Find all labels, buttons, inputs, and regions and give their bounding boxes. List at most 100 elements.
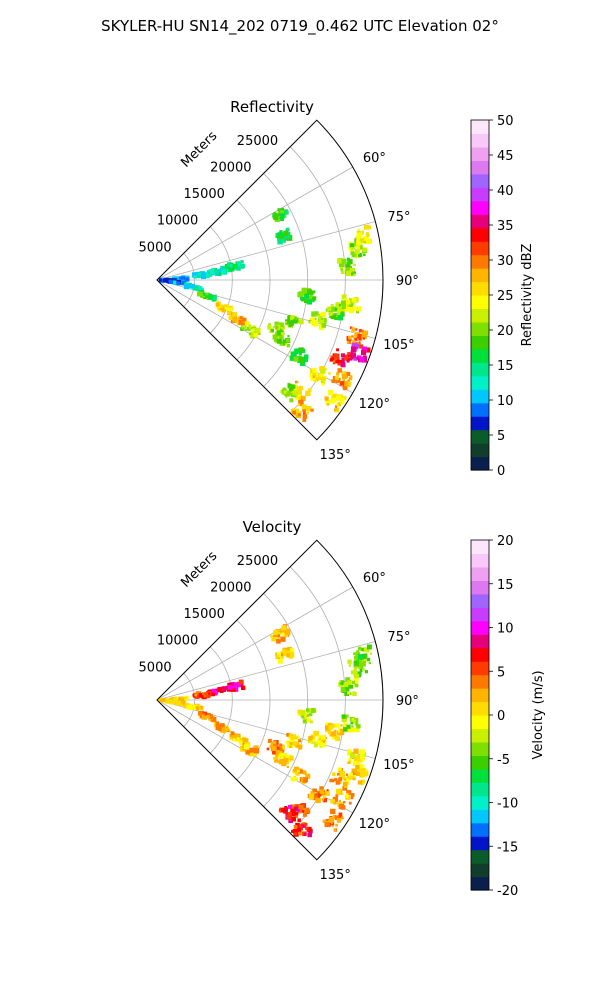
echo-gate (340, 805, 346, 810)
echo-gate (227, 310, 231, 315)
echo-gate (296, 381, 299, 384)
echo-cluster (341, 714, 361, 733)
echo-gate (332, 796, 338, 802)
colorbar-swatch (471, 822, 489, 837)
echo-cluster (183, 702, 204, 711)
echo-gate (241, 325, 246, 330)
echo-gate (348, 801, 352, 805)
echo-gate (345, 773, 349, 776)
echo-cluster (273, 749, 294, 769)
echo-gate (273, 757, 276, 760)
echo-gate (303, 299, 308, 304)
echo-gate (331, 357, 335, 360)
echo-gate (228, 307, 233, 312)
azimuth-spoke (156, 221, 376, 281)
colorbar-tick-label: 10 (497, 622, 514, 637)
echo-gate (341, 792, 344, 795)
echo-gate (347, 335, 352, 340)
echo-gate (320, 312, 327, 318)
echo-gate (294, 319, 298, 323)
echo-gate (312, 738, 316, 742)
echo-gate (193, 285, 199, 291)
echo-gate (162, 698, 166, 702)
echo-gate (275, 749, 280, 755)
echo-gate (296, 735, 300, 739)
echo-gate (243, 737, 247, 741)
echo-gate (321, 318, 327, 324)
echo-gate (220, 265, 226, 272)
echo-gate (228, 730, 231, 733)
echo-gate (204, 713, 208, 716)
echo-gate (318, 735, 324, 741)
echo-gate (289, 745, 292, 748)
colorbar-swatch (471, 241, 489, 256)
echo-gate (356, 357, 359, 360)
echo-gate (184, 702, 189, 707)
echo-gate (331, 394, 336, 399)
echo-gate (287, 812, 292, 817)
echo-gate (343, 777, 347, 781)
echo-gate (348, 760, 352, 764)
echo-gate (356, 650, 360, 654)
echo-gate (278, 753, 283, 758)
echo-gate (355, 310, 360, 314)
echo-gate (355, 343, 360, 348)
colorbar-swatch (471, 566, 489, 581)
echo-gate (179, 276, 185, 282)
echo-gate (340, 307, 346, 313)
echo-gate (280, 636, 286, 642)
echo-gate (302, 812, 308, 817)
echo-gate (358, 244, 363, 250)
echo-gate (266, 747, 270, 751)
echo-gate (159, 698, 163, 702)
echo-gate (341, 716, 347, 722)
colorbar-swatch (471, 795, 489, 810)
echo-gate (245, 750, 250, 755)
echo-gate (274, 212, 278, 216)
echo-gate (318, 324, 325, 331)
echo-gate (236, 262, 243, 268)
echo-gate (313, 320, 319, 326)
echo-gate (331, 825, 334, 828)
echo-gate (201, 714, 207, 720)
echo-gate (277, 232, 283, 238)
echo-gate (215, 724, 221, 730)
echo-gate (286, 765, 289, 769)
echo-cluster (308, 311, 327, 331)
echo-gate (339, 359, 343, 363)
echo-gate (241, 327, 245, 331)
echo-gate (294, 832, 298, 836)
echo-gate (275, 754, 278, 757)
echo-gate (340, 270, 345, 274)
echo-gate (297, 818, 301, 822)
echo-gate (297, 809, 301, 812)
echo-gate (294, 743, 300, 748)
echo-gate (346, 341, 350, 344)
echo-cluster (330, 788, 355, 810)
echo-gate (366, 657, 371, 662)
echo-gate (298, 805, 304, 811)
echo-gate (279, 327, 283, 331)
echo-gate (300, 395, 306, 402)
echo-cluster (346, 326, 369, 349)
colorbar-swatch (471, 836, 489, 851)
echo-gate (317, 313, 321, 317)
echo-gate (349, 243, 355, 248)
echo-gate (332, 361, 336, 365)
echo-gate (220, 727, 226, 733)
echo-gate (352, 768, 358, 774)
echo-gate (279, 743, 283, 747)
echo-gate (320, 369, 326, 374)
echo-gate (305, 773, 311, 779)
echo-gate (334, 353, 340, 359)
echo-gate (301, 715, 305, 719)
echo-gate (198, 286, 203, 290)
echo-gate (294, 777, 299, 781)
echo-gate (312, 290, 316, 294)
colorbar-swatch (471, 214, 489, 229)
echo-gate (335, 408, 340, 413)
azimuth-spoke (156, 586, 353, 701)
echo-gate (354, 337, 358, 341)
echo-gate (353, 263, 356, 267)
echo-gate (336, 348, 339, 352)
